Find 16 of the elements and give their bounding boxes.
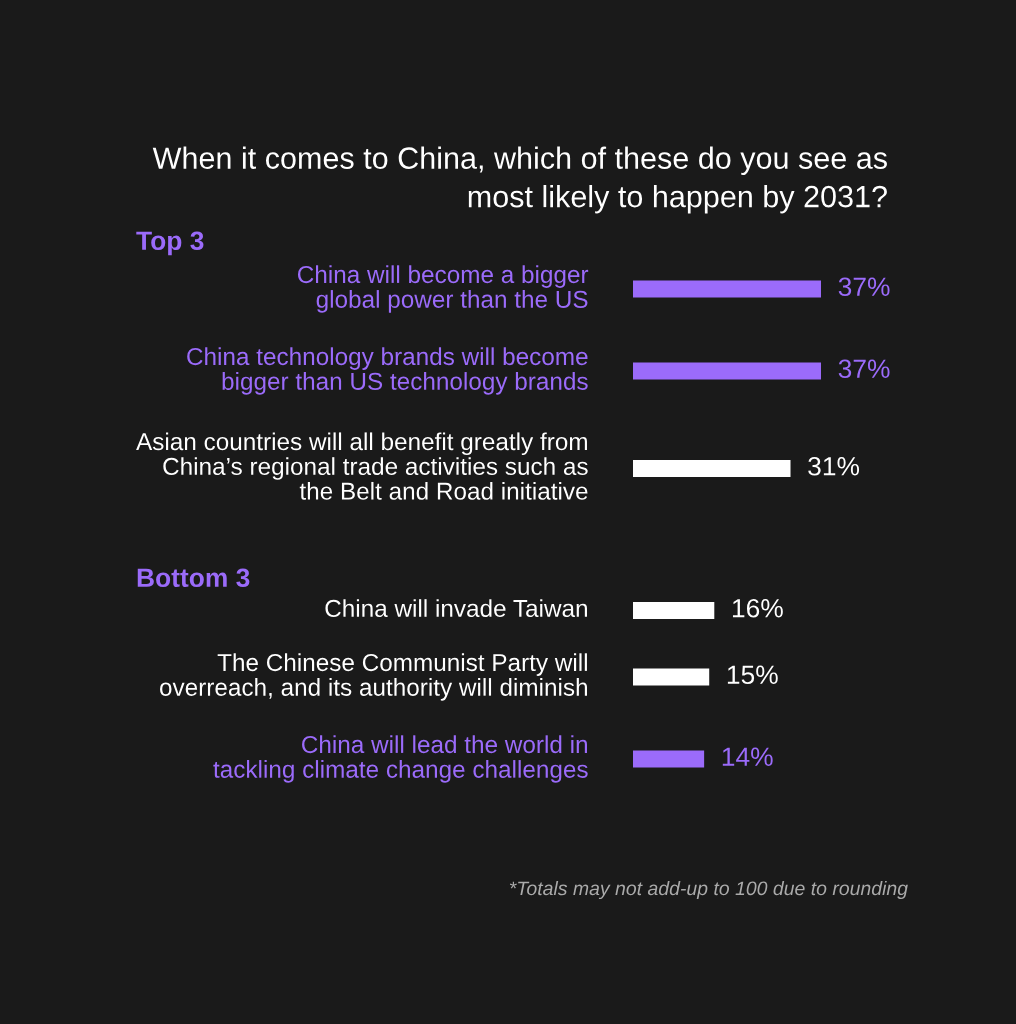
y-tick-label: China will invade Taiwan — [325, 599, 587, 618]
chart-title: When it comes to China, which of these do you see as most likely to happen by 2031? — [152, 146, 887, 214]
y-tick-label: The Chinese Communist Party will overreach, and its authority will diminish — [160, 653, 587, 701]
data-label: 31% — [808, 456, 860, 476]
y-tick-label: Asian countries will all benefit greatly from China’s regional trade activities such as the Belt and Road initiative — [136, 432, 588, 500]
text: *Totals may not add-up to 100 due to rounding — [509, 880, 908, 900]
y-tick-label: China will lead the world in tackling climate change challenges — [213, 735, 588, 783]
data-label: 16% — [732, 598, 783, 618]
data-label: 37% — [838, 359, 890, 379]
data-label: 14% — [722, 747, 773, 766]
y-tick-label: China technology brands will become bigger than US technology brands — [187, 347, 588, 395]
data-label: 15% — [727, 665, 778, 685]
text: Top 3 — [136, 231, 204, 256]
data-label: 37% — [838, 277, 890, 297]
y-tick-label: China will become a bigger global power than the US — [297, 265, 589, 313]
text: Bottom 3 — [137, 568, 250, 588]
